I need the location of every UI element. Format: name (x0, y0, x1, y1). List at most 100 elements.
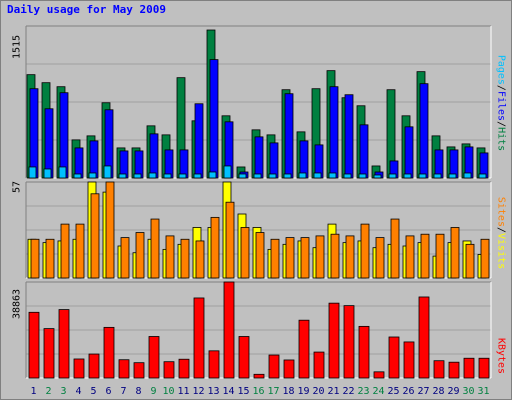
pages-bar-28 (433, 173, 442, 179)
kbytes-bar-4 (73, 358, 85, 379)
files-bar-4 (74, 147, 84, 179)
kbytes-bar-17 (268, 354, 280, 379)
day-label-2: 2 (45, 386, 51, 397)
legend-pages: Pages (495, 54, 507, 85)
pages-bar-29 (448, 173, 457, 179)
pages-bar-15 (238, 173, 247, 179)
day-label-20: 20 (312, 386, 324, 397)
day-label-5: 5 (90, 386, 96, 397)
day-label-13: 13 (207, 386, 219, 397)
day-label-18: 18 (282, 386, 294, 397)
sites-bar-26 (405, 235, 415, 279)
pages-bar-1 (28, 166, 37, 179)
sites-bar-22 (345, 235, 355, 279)
day-label-9: 9 (150, 386, 156, 397)
pages-bar-13 (208, 171, 217, 179)
kbytes-bar-29 (448, 361, 460, 379)
sites-bar-27 (420, 233, 430, 279)
day-label-27: 27 (417, 386, 429, 397)
day-label-7: 7 (120, 386, 126, 397)
sites-bar-24 (375, 237, 385, 279)
kbytes-bar-2 (43, 328, 55, 379)
kbytes-bar-10 (163, 361, 175, 379)
day-label-3: 3 (60, 386, 66, 397)
day-label-6: 6 (105, 386, 111, 397)
sites-bar-3 (60, 223, 70, 279)
kbytes-bar-18 (283, 359, 295, 379)
pages-bar-7 (118, 173, 127, 179)
files-bar-16 (254, 136, 264, 179)
sites-bar-1 (30, 238, 40, 279)
sites-bar-8 (135, 232, 145, 279)
kbytes-bar-6 (103, 326, 115, 379)
day-label-8: 8 (135, 386, 141, 397)
sites-bar-20 (315, 235, 325, 279)
sites-bar-16 (255, 232, 265, 279)
day-label-17: 17 (267, 386, 279, 397)
kbytes-bar-30 (463, 357, 475, 379)
pages-bar-5 (88, 172, 97, 179)
day-label-21: 21 (327, 386, 339, 397)
kbytes-bar-3 (58, 309, 70, 379)
pages-bar-4 (73, 173, 82, 179)
files-bar-23 (359, 124, 369, 179)
pages-bar-14 (223, 165, 232, 179)
pages-bar-27 (418, 173, 427, 179)
kbytes-bar-28 (433, 360, 445, 379)
pages-bar-2 (43, 168, 52, 179)
pages-bar-19 (298, 172, 307, 179)
sites-bar-28 (435, 233, 445, 279)
kbytes-bar-5 (88, 353, 100, 379)
day-label-11: 11 (177, 386, 189, 397)
day-label-28: 28 (432, 386, 444, 397)
pages-bar-17 (268, 173, 277, 179)
kbytes-bar-19 (298, 319, 310, 379)
kbytes-bar-9 (148, 336, 160, 379)
sites-bar-31 (480, 238, 490, 279)
files-bar-13 (209, 59, 219, 179)
kbytes-bar-14 (223, 281, 235, 379)
kbytes-bar-1 (28, 311, 40, 379)
pages-bar-16 (253, 173, 262, 179)
files-bar-3 (59, 92, 69, 179)
pages-bar-8 (133, 173, 142, 179)
day-label-31: 31 (477, 386, 489, 397)
legend-visits-sites: Sites/Visits (495, 196, 507, 270)
files-bar-5 (89, 140, 99, 179)
sites-bar-5 (90, 193, 100, 279)
kbytes-bar-25 (388, 336, 400, 379)
panel3-ymax-label: 38863 (11, 288, 23, 320)
kbytes-bar-27 (418, 296, 430, 379)
sites-bar-18 (285, 237, 295, 279)
legend-sites: Sites (495, 196, 507, 227)
sites-bar-12 (195, 240, 205, 279)
pages-bar-31 (478, 173, 487, 179)
kbytes-bar-24 (373, 371, 385, 379)
files-bar-19 (299, 140, 309, 179)
day-label-24: 24 (372, 386, 384, 397)
legend-visits: Visits (495, 233, 507, 270)
day-label-4: 4 (75, 386, 81, 397)
pages-bar-11 (178, 173, 187, 179)
sites-bar-11 (180, 238, 190, 279)
day-label-30: 30 (462, 386, 474, 397)
day-label-15: 15 (237, 386, 249, 397)
sites-bar-30 (465, 243, 475, 279)
sites-bar-29 (450, 227, 460, 279)
pages-bar-24 (373, 174, 382, 179)
pages-bar-18 (283, 173, 292, 179)
kbytes-bar-15 (238, 336, 250, 379)
day-label-29: 29 (447, 386, 459, 397)
kbytes-bar-12 (193, 297, 205, 379)
day-label-12: 12 (192, 386, 204, 397)
sites-bar-9 (150, 218, 160, 279)
kbytes-bar-21 (328, 302, 340, 379)
files-bar-12 (194, 103, 204, 179)
kbytes-bar-20 (313, 351, 325, 379)
files-bar-26 (404, 126, 414, 179)
pages-bar-26 (403, 173, 412, 179)
sites-bar-7 (120, 237, 130, 279)
kbytes-bar-8 (133, 362, 145, 379)
